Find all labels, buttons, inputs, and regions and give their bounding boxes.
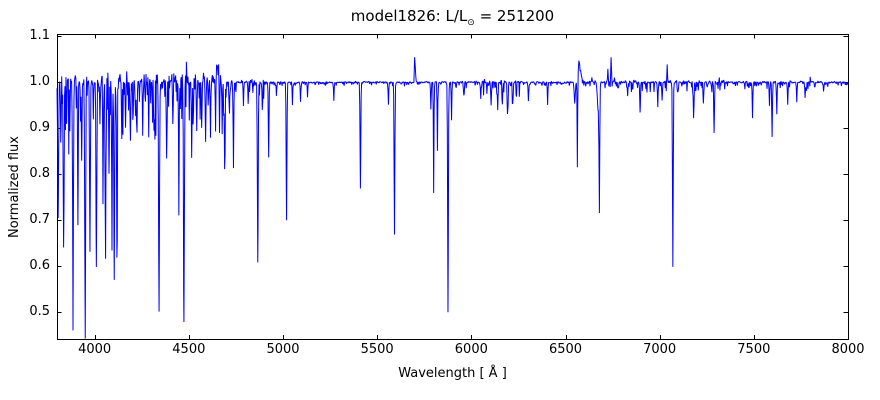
x-tick-label: 7000 [643, 342, 677, 357]
y-axis-label: Normalized flux [7, 136, 22, 238]
y-tick-label: 0.7 [29, 212, 50, 228]
y-tick-label: 1.0 [29, 74, 50, 90]
chart-title-suffix: = 251200 [474, 7, 555, 25]
sun-symbol: ⊙ [467, 18, 475, 28]
y-tick-label: 0.9 [29, 120, 50, 136]
x-tick-label: 6000 [454, 342, 488, 357]
chart-title: model1826: L/L⊙ = 251200 [57, 7, 848, 32]
x-tick-label: 4500 [172, 342, 206, 357]
x-tick-label: 4000 [78, 342, 112, 357]
x-tick-label: 8000 [831, 342, 865, 357]
x-tick-label: 5500 [360, 342, 394, 357]
y-tick-label: 1.1 [29, 28, 50, 44]
x-axis-label: Wavelength [ Å ] [398, 366, 507, 381]
x-tick-label: 5000 [266, 342, 300, 357]
chart-title-prefix: model1826: L/L [350, 7, 468, 25]
y-tick-label: 0.8 [29, 166, 50, 182]
x-tick-label: 6500 [548, 342, 583, 357]
x-tick-label: 7500 [737, 342, 771, 357]
y-tick-label: 0.6 [29, 258, 50, 274]
y-tick-label: 0.5 [29, 304, 50, 320]
